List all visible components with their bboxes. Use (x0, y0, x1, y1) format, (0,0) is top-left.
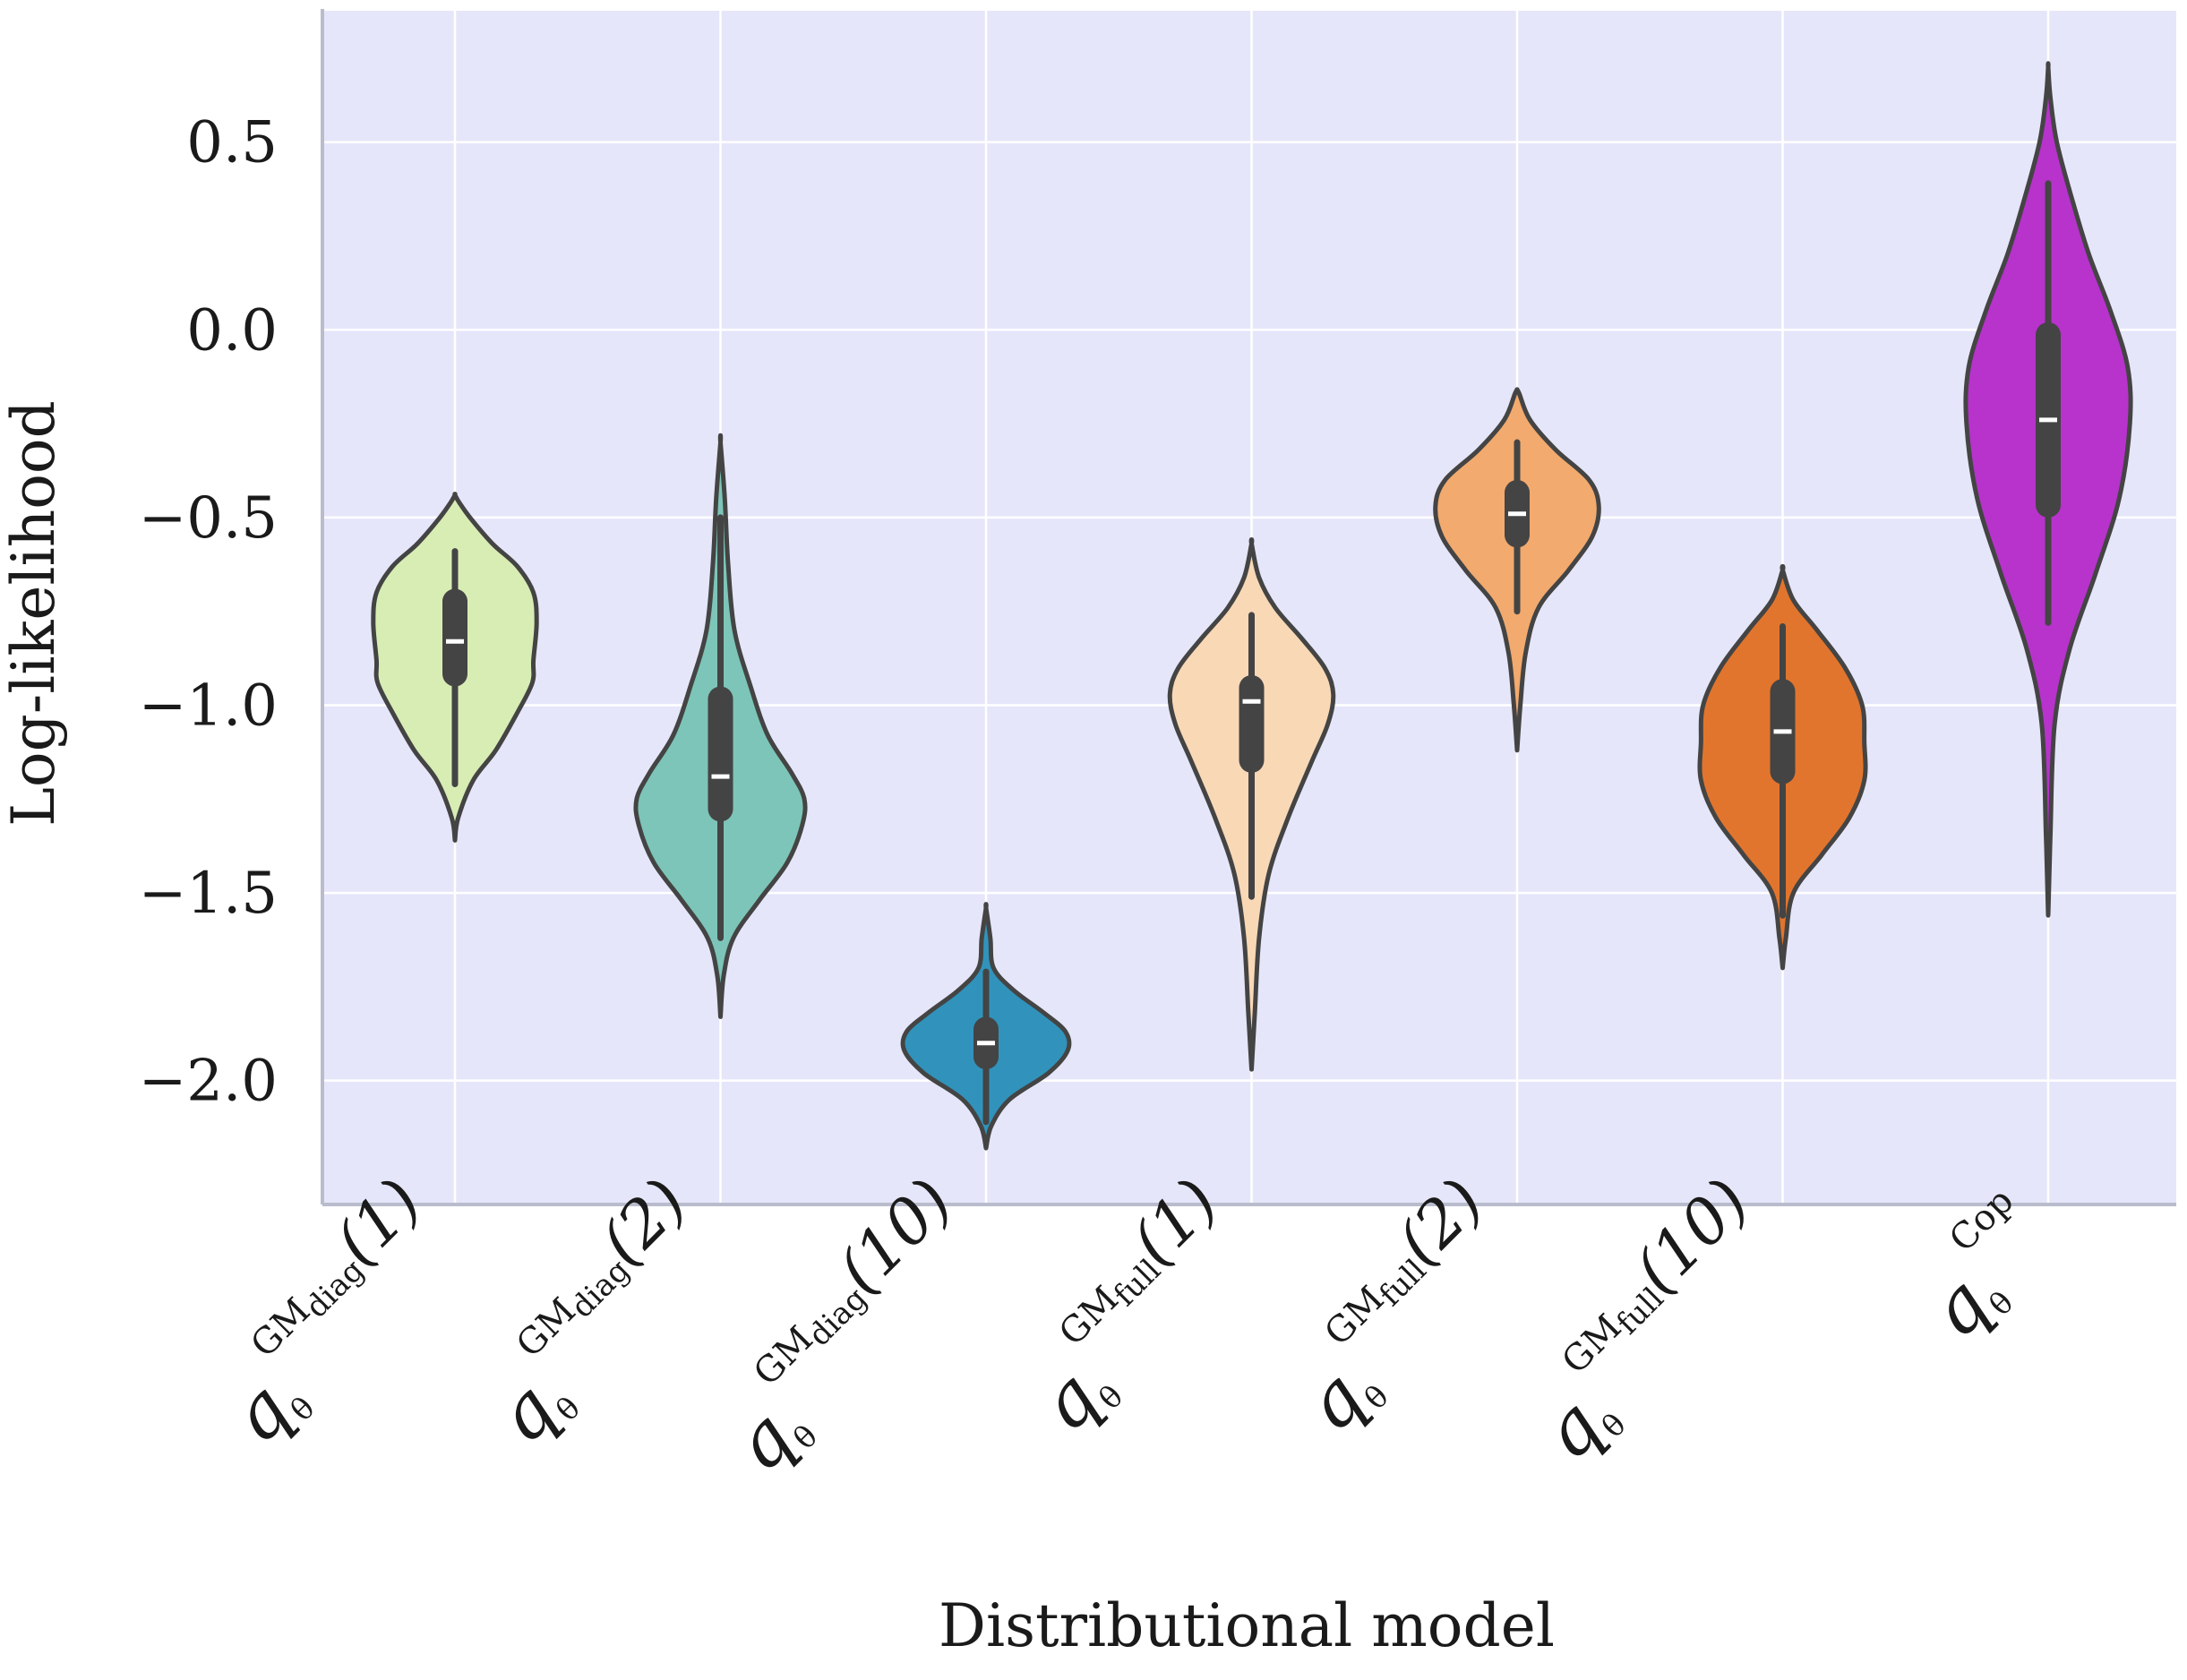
y-axis-title: Log-likelihood (0, 400, 68, 827)
x-tick-label-5: qθGMfull(10) (1492, 1164, 1806, 1479)
x-tick-label-4: qθGMfull(2) (1255, 1164, 1540, 1450)
violin-group-2 (900, 902, 1072, 1151)
x-tick-label-6: qθCop (1895, 1180, 2071, 1357)
x-tick-label-3: qθGMfull(1) (990, 1164, 1275, 1450)
x-tick-label-text-2: qθGMdiag(10) (684, 1164, 1010, 1490)
x-tick-label-text-6: qθCop (1895, 1180, 2071, 1357)
y-tick-label-2: −0.5 (139, 485, 278, 552)
y-tick-label-4: −1.5 (139, 861, 278, 927)
x-tick-label-1: qθGMdiag(2) (447, 1164, 744, 1461)
violins (371, 61, 2133, 1151)
axes (321, 9, 2176, 1206)
y-tick-label-3: −1.0 (139, 673, 278, 739)
x-tick-label-text-1: qθGMdiag(2) (447, 1164, 744, 1461)
y-tick-label-5: −2.0 (139, 1049, 278, 1115)
violin-iqr-box-0 (442, 588, 467, 687)
violin-group-4 (1433, 387, 1601, 753)
x-tick-labels: qθGMdiag(1)qθGMdiag(2)qθGMdiag(10)qθGMfu… (181, 1164, 2071, 1490)
violin-group-5 (1697, 563, 1868, 971)
x-tick-label-text-3: qθGMfull(1) (990, 1164, 1275, 1450)
x-tick-label-text-5: qθGMfull(10) (1492, 1164, 1806, 1479)
x-tick-label-2: qθGMdiag(10) (684, 1164, 1010, 1490)
x-tick-label-text-4: qθGMfull(2) (1255, 1164, 1540, 1450)
violin-group-6 (1963, 61, 2133, 918)
violin-group-3 (1167, 537, 1336, 1072)
y-tick-label-1: 0.0 (186, 297, 278, 364)
y-tick-label-0: 0.5 (186, 110, 278, 176)
violin-iqr-box-1 (708, 686, 733, 822)
x-tick-label-text-0: qθGMdiag(1) (181, 1164, 478, 1461)
x-tick-label-0: qθGMdiag(1) (181, 1164, 478, 1461)
violin-iqr-box-3 (1239, 674, 1265, 773)
y-tick-labels: 0.5 0.0 −0.5 −1.0 −1.5 −2.0 (139, 110, 278, 1115)
violin-group-0 (371, 492, 539, 843)
x-axis-title: Distributional model (939, 1591, 1555, 1660)
violin-group-1 (633, 433, 808, 1019)
